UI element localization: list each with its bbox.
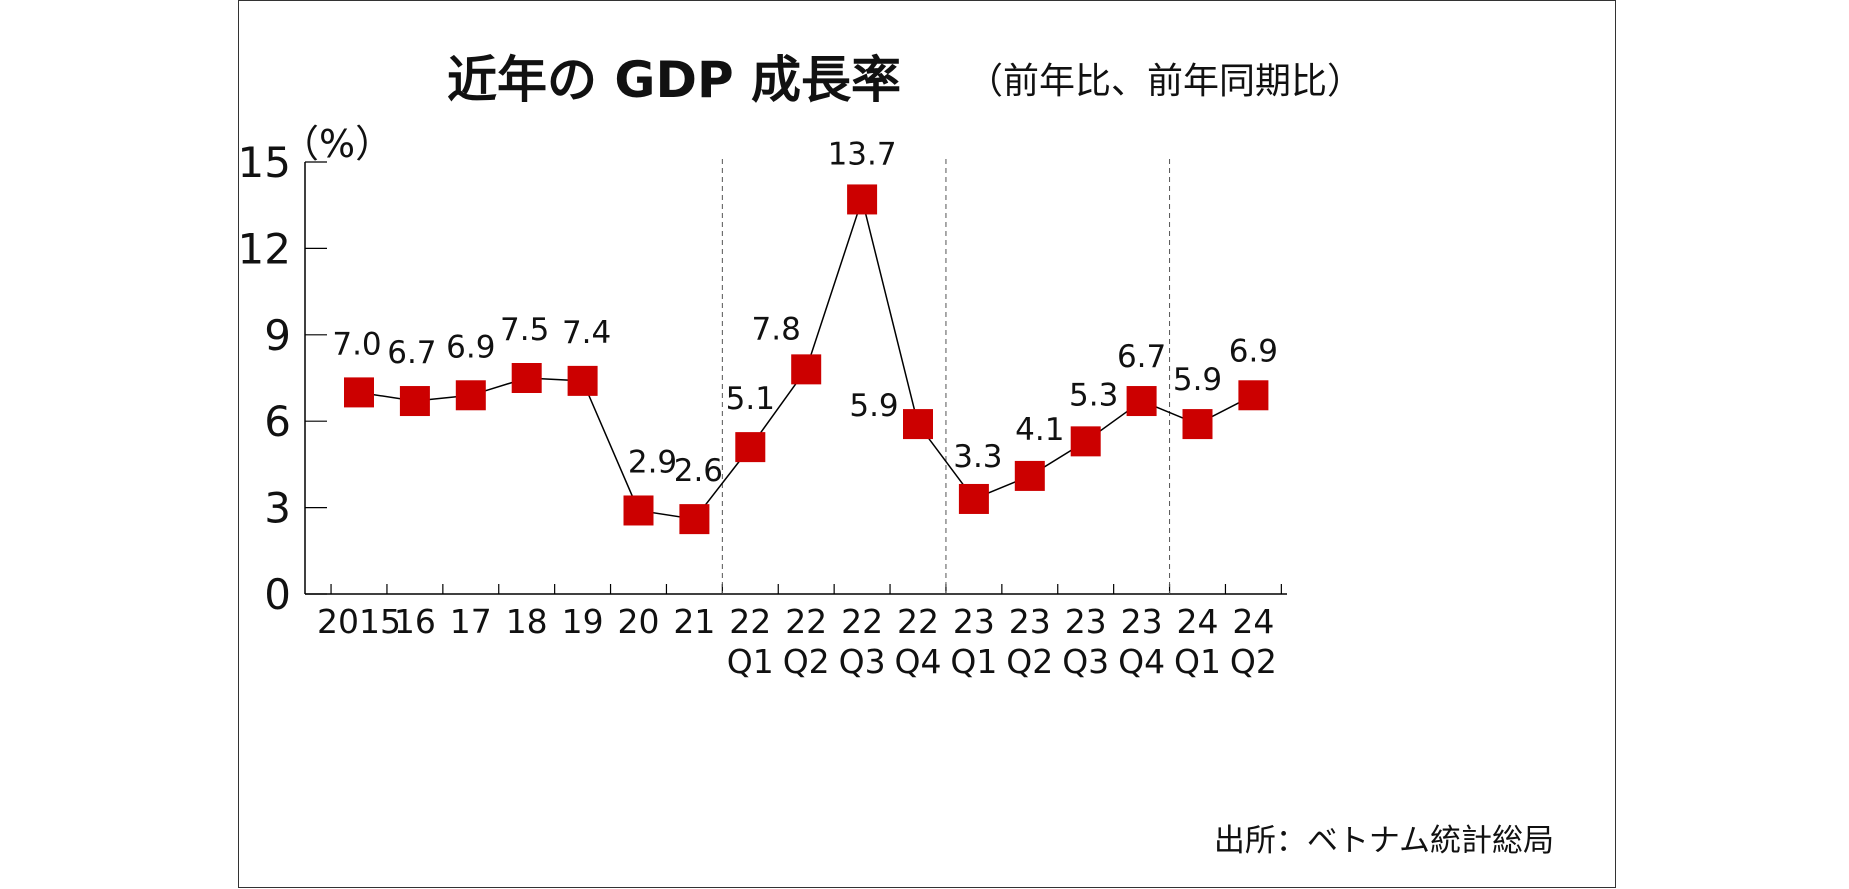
data-label: 4.1	[1015, 412, 1064, 448]
x-tick-label-quarter: Q3	[1062, 642, 1109, 681]
x-tick-label-quarter: Q1	[727, 642, 774, 681]
x-tick-label-quarter: Q4	[1118, 642, 1165, 681]
chart-title: 近年の GDP 成長率	[447, 51, 901, 109]
data-marker	[567, 365, 598, 396]
data-label: 6.9	[1229, 333, 1278, 369]
data-label: 6.7	[387, 335, 436, 371]
data-label: 7.0	[332, 326, 381, 362]
x-tick-label: 23	[1009, 602, 1051, 641]
data-label: 7.8	[752, 311, 801, 347]
x-tick-label: 22	[785, 602, 827, 641]
y-tick-label: 9	[264, 311, 291, 360]
x-tick-label-quarter: Q2	[1006, 642, 1053, 681]
x-tick-label-quarter: Q1	[1174, 642, 1221, 681]
data-label: 7.4	[562, 315, 611, 351]
data-label: 7.5	[500, 312, 549, 348]
x-tick-label-quarter: Q3	[839, 642, 886, 681]
data-marker	[344, 377, 374, 408]
y-tick-label: 6	[264, 397, 291, 446]
x-tick-label: 16	[394, 602, 436, 641]
x-tick-label: 24	[1232, 602, 1274, 641]
x-tick-label: 23	[953, 602, 995, 641]
y-tick-label: 12	[239, 224, 291, 273]
data-label: 6.9	[446, 329, 495, 365]
y-tick-label: 15	[239, 138, 291, 187]
axes	[304, 161, 1287, 595]
y-tick-labels-group: 0 3 6 9 12 15	[239, 138, 291, 619]
x-tick-label-quarter: Q1	[950, 642, 997, 681]
x-tick-label: 22	[897, 602, 939, 641]
x-tick-label-quarter: Q2	[1230, 642, 1277, 681]
line-chart: 近年の GDP 成長率 （前年比、前年同期比） （%） 7.0 6.7 6.9 7.5…	[239, 51, 1554, 859]
data-marker	[1238, 380, 1269, 411]
data-label: 5.9	[1173, 362, 1222, 398]
x-tick-label: 22	[841, 602, 883, 641]
x-tick-label: 18	[506, 602, 548, 641]
x-tick-label-quarter: Q2	[783, 642, 830, 681]
x-tick-label: 23	[1121, 602, 1163, 641]
x-tick-label: 23	[1065, 602, 1107, 641]
data-marker	[903, 409, 933, 440]
x-tick-label: 24	[1177, 602, 1219, 641]
data-label: 5.3	[1069, 377, 1118, 413]
data-label: 2.9	[628, 444, 677, 480]
x-tick-label: 17	[450, 602, 492, 641]
data-label: 13.7	[828, 136, 897, 172]
chart-subtitle: （前年比、前年同期比）	[967, 61, 1363, 102]
y-unit-label: （%）	[281, 122, 393, 166]
data-labels-group: 7.0 6.7 6.9 7.5 7.42.92.65.17.813.75.93.34.1…	[332, 136, 1278, 489]
data-marker	[1126, 386, 1157, 417]
data-marker	[791, 354, 822, 385]
data-marker	[455, 380, 486, 411]
data-marker	[399, 386, 430, 417]
x-tick-label: 2015	[317, 602, 401, 641]
x-tick-label: 20	[618, 602, 660, 641]
chart-frame: 近年の GDP 成長率 （前年比、前年同期比） （%） 7.0 6.7 6.9 7.5…	[238, 0, 1616, 888]
data-marker	[735, 432, 766, 463]
data-marker	[1014, 460, 1045, 491]
x-tick-label: 21	[673, 602, 715, 641]
data-marker	[623, 495, 654, 526]
x-tick-label: 19	[562, 602, 604, 641]
data-label: 2.6	[674, 453, 723, 489]
markers-group	[344, 184, 1269, 535]
data-marker	[958, 483, 989, 514]
data-label: 6.7	[1117, 339, 1166, 375]
data-marker	[1070, 426, 1101, 457]
data-marker	[511, 363, 542, 393]
data-marker	[679, 504, 710, 535]
data-label: 5.9	[849, 388, 898, 424]
y-tick-label: 0	[264, 570, 291, 619]
y-tick-label: 3	[264, 484, 291, 533]
x-tick-label: 22	[729, 602, 771, 641]
period-separators	[721, 159, 1171, 594]
data-marker	[1182, 409, 1213, 440]
data-label: 5.1	[726, 381, 775, 417]
x-tick-label-quarter: Q4	[895, 642, 942, 681]
data-label: 3.3	[953, 439, 1002, 475]
source-note: 出所：ベトナム統計総局	[1214, 823, 1554, 859]
data-marker	[847, 184, 878, 215]
